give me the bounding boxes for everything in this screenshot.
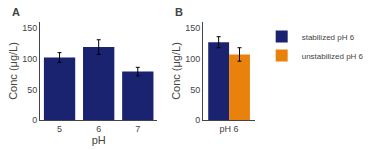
svg-text:50: 50	[27, 85, 37, 95]
svg-text:6: 6	[96, 124, 101, 134]
svg-text:100: 100	[185, 54, 200, 64]
svg-text:7: 7	[135, 124, 140, 134]
svg-text:100: 100	[22, 54, 37, 64]
svg-text:0: 0	[195, 115, 200, 125]
svg-text:A: A	[12, 6, 20, 18]
svg-text:Conc (μg/L): Conc (μg/L)	[170, 42, 182, 100]
svg-text:pH: pH	[92, 134, 106, 146]
svg-text:pH 6: pH 6	[220, 124, 239, 134]
svg-text:50: 50	[190, 85, 200, 95]
svg-text:stabilized pH 6: stabilized pH 6	[302, 33, 355, 42]
svg-text:150: 150	[185, 23, 200, 33]
svg-text:unstabilized pH 6: unstabilized pH 6	[302, 52, 364, 61]
svg-text:5: 5	[57, 124, 62, 134]
svg-text:Conc (μg/L): Conc (μg/L)	[7, 42, 19, 100]
svg-text:150: 150	[22, 23, 37, 33]
svg-text:0: 0	[32, 115, 37, 125]
svg-text:B: B	[175, 6, 183, 18]
